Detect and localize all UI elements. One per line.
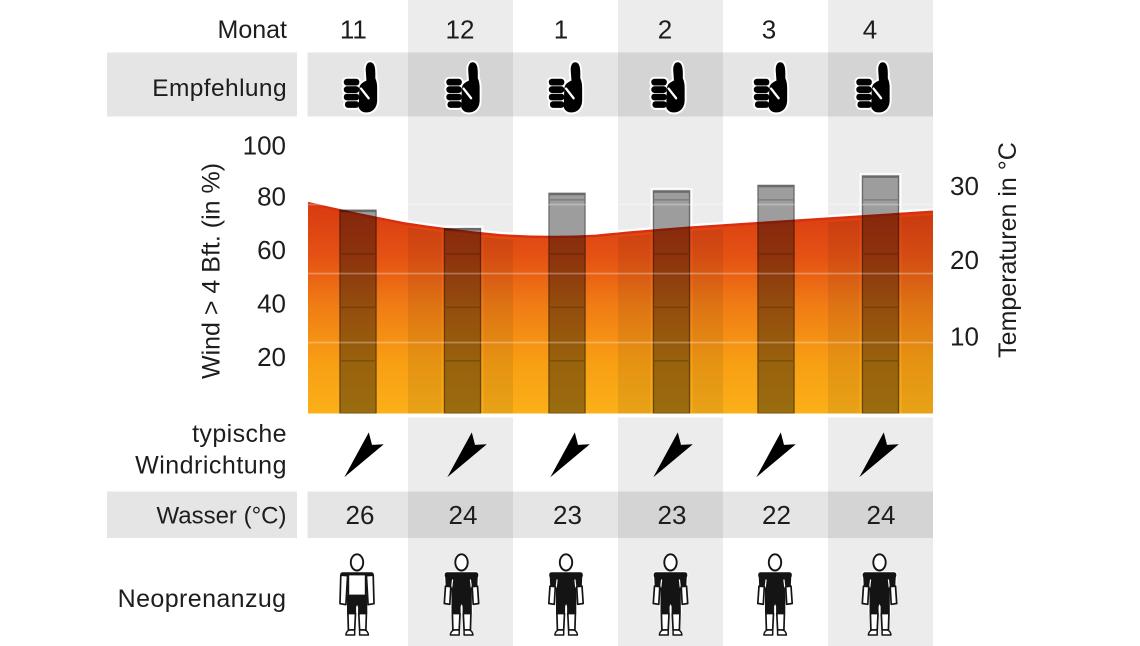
- svg-text:Monat: Monat: [218, 16, 288, 44]
- svg-text:4: 4: [863, 15, 877, 45]
- svg-text:40: 40: [257, 289, 286, 319]
- svg-text:20: 20: [257, 342, 286, 372]
- svg-text:24: 24: [449, 500, 478, 530]
- svg-text:12: 12: [446, 15, 475, 45]
- svg-text:Wasser (°C): Wasser (°C): [156, 503, 286, 530]
- svg-text:100: 100: [243, 131, 286, 161]
- svg-text:22: 22: [762, 500, 791, 530]
- svg-text:Temperaturen in °C: Temperaturen in °C: [994, 142, 1022, 358]
- svg-text:Windrichtung: Windrichtung: [135, 452, 287, 480]
- svg-text:80: 80: [257, 182, 286, 212]
- svg-text:Empfehlung: Empfehlung: [152, 75, 287, 102]
- svg-text:23: 23: [658, 500, 687, 530]
- svg-text:Neoprenanzug: Neoprenanzug: [118, 585, 287, 613]
- svg-text:60: 60: [257, 235, 286, 265]
- svg-text:10: 10: [950, 322, 979, 352]
- svg-text:2: 2: [658, 15, 672, 45]
- svg-text:24: 24: [867, 500, 896, 530]
- svg-text:26: 26: [346, 500, 375, 530]
- svg-text:11: 11: [340, 15, 367, 45]
- svg-text:typische: typische: [192, 420, 287, 448]
- svg-text:23: 23: [553, 500, 582, 530]
- svg-text:20: 20: [950, 245, 979, 275]
- svg-text:30: 30: [950, 171, 979, 201]
- svg-text:3: 3: [762, 15, 776, 45]
- svg-text:1: 1: [554, 15, 568, 45]
- svg-text:Wind > 4 Bft. (in %): Wind > 4 Bft. (in %): [198, 163, 226, 379]
